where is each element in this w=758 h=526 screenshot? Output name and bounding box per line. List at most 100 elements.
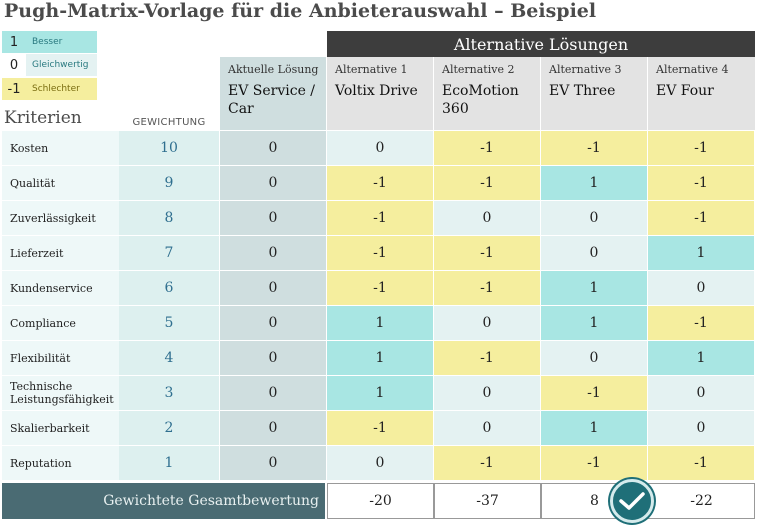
alternative-score: -1 bbox=[327, 411, 434, 446]
alternative-score: 0 bbox=[541, 236, 648, 271]
weight-value: 3 bbox=[119, 376, 219, 411]
weighted-total-label: Gewichtete Gesamtbewertung bbox=[2, 483, 325, 519]
current-solution-name: EV Service / Car bbox=[228, 83, 316, 117]
alternative-score: -1 bbox=[648, 166, 755, 201]
weight-value: 4 bbox=[119, 341, 219, 376]
alternative-score: 0 bbox=[648, 376, 755, 411]
check-circle-icon bbox=[610, 479, 654, 523]
alternative-score: 0 bbox=[434, 376, 541, 411]
alternative-3-header: Alternative 3 EV Three bbox=[541, 57, 647, 130]
alternative-score: -1 bbox=[434, 166, 541, 201]
alternative-score: 0 bbox=[327, 131, 434, 166]
current-solution-score: 0 bbox=[220, 166, 326, 201]
weight-value: 1 bbox=[119, 446, 219, 481]
legend-worse-label: Schlechter bbox=[26, 78, 97, 100]
alternatives-banner: Alternative Lösungen bbox=[327, 31, 755, 57]
alternative-score: 0 bbox=[327, 446, 434, 481]
alternative-score: -1 bbox=[541, 446, 648, 481]
alternative-score: 1 bbox=[648, 236, 755, 271]
current-solution-sub: Aktuelle Lösung bbox=[228, 63, 319, 76]
current-solution-score: 0 bbox=[220, 446, 326, 481]
weight-header: GEWICHTUNG bbox=[132, 117, 206, 128]
current-solution-score: 0 bbox=[220, 376, 326, 411]
current-solution-score: 0 bbox=[220, 236, 326, 271]
alternative-score: 0 bbox=[434, 411, 541, 446]
weight-value: 6 bbox=[119, 271, 219, 306]
criterion-label: Zuverlässigkeit bbox=[2, 201, 119, 236]
current-solution-score: 0 bbox=[220, 201, 326, 236]
alternative-score: 0 bbox=[648, 411, 755, 446]
current-solution-score: 0 bbox=[220, 341, 326, 376]
alternative-score: 1 bbox=[541, 306, 648, 341]
weight-value: 10 bbox=[119, 131, 219, 166]
criterion-label: Skalierbarkeit bbox=[2, 411, 119, 446]
alternative-score: 0 bbox=[541, 341, 648, 376]
alternative-score: -1 bbox=[434, 271, 541, 306]
legend-equal-value: 0 bbox=[2, 54, 26, 76]
alternative-name: EV Four bbox=[656, 83, 714, 99]
alternative-score: -1 bbox=[434, 236, 541, 271]
current-solution-score: 0 bbox=[220, 271, 326, 306]
alternative-score: 0 bbox=[648, 271, 755, 306]
criterion-label: Lieferzeit bbox=[2, 236, 119, 271]
weight-value: 2 bbox=[119, 411, 219, 446]
alternative-score: -1 bbox=[434, 446, 541, 481]
alternative-score: -1 bbox=[541, 131, 648, 166]
current-solution-header: Aktuelle Lösung EV Service / Car bbox=[220, 57, 326, 130]
criterion-label: Compliance bbox=[2, 306, 119, 341]
alternative-sub: Alternative 1 bbox=[335, 63, 408, 76]
alternative-sub: Alternative 4 bbox=[656, 63, 729, 76]
alternative-score: -1 bbox=[648, 131, 755, 166]
alternative-score: -1 bbox=[541, 376, 648, 411]
alternative-score: 1 bbox=[327, 306, 434, 341]
alternative-name: EcoMotion 360 bbox=[442, 83, 519, 117]
page-title: Pugh-Matrix-Vorlage für die Anbieterausw… bbox=[4, 0, 597, 22]
alternative-score: 1 bbox=[541, 166, 648, 201]
current-solution-score: 0 bbox=[220, 131, 326, 166]
alternative-1-header: Alternative 1 Voltix Drive bbox=[327, 57, 433, 130]
weight-value: 5 bbox=[119, 306, 219, 341]
alternative-score: -1 bbox=[327, 236, 434, 271]
weight-value: 8 bbox=[119, 201, 219, 236]
legend-worse-value: -1 bbox=[2, 78, 26, 100]
criterion-label: Flexibilität bbox=[2, 341, 119, 376]
total-alternative-1: -20 bbox=[327, 483, 434, 519]
alternative-sub: Alternative 2 bbox=[442, 63, 515, 76]
alternative-score: -1 bbox=[327, 201, 434, 236]
legend-better-label: Besser bbox=[26, 31, 97, 53]
alternative-sub: Alternative 3 bbox=[549, 63, 622, 76]
alternative-score: -1 bbox=[648, 306, 755, 341]
alternative-score: 1 bbox=[541, 411, 648, 446]
criteria-header: Kriterien bbox=[4, 108, 82, 128]
legend-equal-label: Gleichwertig bbox=[26, 54, 97, 76]
criterion-label: Reputation bbox=[2, 446, 119, 481]
total-alternative-2: -37 bbox=[434, 483, 541, 519]
current-solution-score: 0 bbox=[220, 306, 326, 341]
alternative-score: -1 bbox=[434, 341, 541, 376]
criterion-label: Kundenservice bbox=[2, 271, 119, 306]
alternative-score: 0 bbox=[434, 201, 541, 236]
alternative-score: -1 bbox=[648, 201, 755, 236]
alternative-score: -1 bbox=[434, 131, 541, 166]
criterion-label: Qualität bbox=[2, 166, 119, 201]
weight-value: 9 bbox=[119, 166, 219, 201]
legend-better-value: 1 bbox=[2, 31, 26, 53]
total-alternative-4: -22 bbox=[648, 483, 755, 519]
alternative-score: -1 bbox=[648, 446, 755, 481]
alternative-score: -1 bbox=[327, 271, 434, 306]
criterion-label: Kosten bbox=[2, 131, 119, 166]
alternative-name: EV Three bbox=[549, 83, 616, 99]
alternative-2-header: Alternative 2 EcoMotion 360 bbox=[434, 57, 540, 130]
alternative-score: 1 bbox=[327, 376, 434, 411]
current-solution-score: 0 bbox=[220, 411, 326, 446]
alternative-score: 1 bbox=[541, 271, 648, 306]
alternative-score: 1 bbox=[648, 341, 755, 376]
alternative-score: 0 bbox=[541, 201, 648, 236]
alternative-4-header: Alternative 4 EV Four bbox=[648, 57, 755, 130]
alternative-score: 0 bbox=[434, 306, 541, 341]
weight-value: 7 bbox=[119, 236, 219, 271]
criterion-label: Technische Leistungsfähigkeit bbox=[2, 376, 119, 411]
alternative-name: Voltix Drive bbox=[335, 83, 418, 99]
alternative-score: -1 bbox=[327, 166, 434, 201]
alternative-score: 1 bbox=[327, 341, 434, 376]
